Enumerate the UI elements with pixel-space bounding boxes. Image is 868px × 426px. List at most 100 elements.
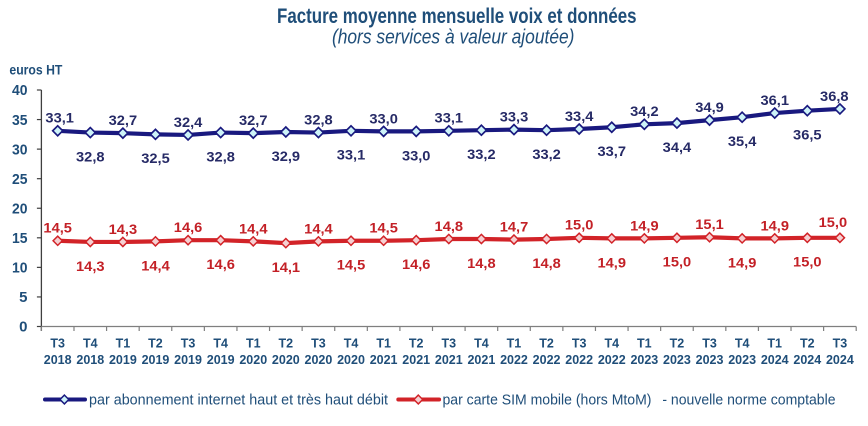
svg-text:(hors services à valeur ajouté: (hors services à valeur ajoutée) — [332, 27, 575, 49]
svg-text:T3: T3 — [181, 337, 196, 351]
svg-text:34,9: 34,9 — [695, 99, 724, 115]
svg-text:T2: T2 — [148, 337, 163, 351]
svg-text:32,8: 32,8 — [76, 148, 105, 164]
svg-text:15,1: 15,1 — [695, 216, 724, 232]
svg-text:32,5: 32,5 — [141, 150, 170, 166]
svg-text:15,0: 15,0 — [663, 254, 692, 270]
svg-text:2024: 2024 — [826, 353, 854, 367]
svg-text:2023: 2023 — [663, 353, 691, 367]
svg-text:T4: T4 — [344, 337, 359, 351]
svg-text:T1: T1 — [507, 337, 522, 351]
svg-text:T1: T1 — [376, 337, 391, 351]
svg-text:15,0: 15,0 — [819, 214, 848, 230]
svg-text:T4: T4 — [474, 337, 489, 351]
svg-text:T2: T2 — [670, 337, 685, 351]
svg-text:T1: T1 — [246, 337, 261, 351]
svg-text:33,3: 33,3 — [500, 109, 529, 125]
svg-text:2022: 2022 — [500, 353, 528, 367]
svg-text:30: 30 — [12, 141, 28, 158]
svg-text:T2: T2 — [279, 337, 294, 351]
svg-text:2021: 2021 — [435, 353, 463, 367]
svg-text:14,9: 14,9 — [728, 254, 757, 270]
svg-text:2018: 2018 — [44, 353, 72, 367]
svg-text:33,1: 33,1 — [337, 147, 366, 163]
svg-text:2024: 2024 — [793, 353, 821, 367]
svg-text:T3: T3 — [442, 337, 457, 351]
svg-text:14,1: 14,1 — [272, 259, 301, 275]
svg-text:T4: T4 — [83, 337, 98, 351]
svg-text:T1: T1 — [116, 337, 131, 351]
svg-text:2020: 2020 — [305, 353, 333, 367]
svg-text:T4: T4 — [735, 337, 750, 351]
svg-text:35: 35 — [12, 112, 28, 129]
svg-text:33,4: 33,4 — [565, 108, 594, 124]
svg-text:2023: 2023 — [696, 353, 724, 367]
svg-text:14,3: 14,3 — [76, 258, 105, 274]
svg-text:14,5: 14,5 — [337, 257, 366, 273]
svg-text:T3: T3 — [572, 337, 587, 351]
svg-text:2021: 2021 — [402, 353, 430, 367]
svg-text:15,0: 15,0 — [793, 254, 822, 270]
svg-text:2023: 2023 — [630, 353, 658, 367]
svg-text:14,6: 14,6 — [206, 256, 235, 272]
svg-text:36,5: 36,5 — [793, 127, 822, 143]
svg-text:2022: 2022 — [598, 353, 626, 367]
svg-text:33,1: 33,1 — [435, 110, 464, 126]
svg-text:14,5: 14,5 — [369, 220, 398, 236]
svg-text:14,9: 14,9 — [760, 217, 789, 233]
svg-text:33,0: 33,0 — [369, 110, 398, 126]
svg-text:14,9: 14,9 — [598, 254, 627, 270]
svg-text:par carte SIM mobile (hors Mto: par carte SIM mobile (hors MtoM) - nouve… — [443, 391, 836, 408]
svg-text:0: 0 — [19, 319, 27, 336]
svg-text:14,3: 14,3 — [109, 221, 138, 237]
svg-text:Facture moyenne mensuelle voix: Facture moyenne mensuelle voix et donnée… — [277, 4, 637, 28]
svg-text:14,8: 14,8 — [435, 218, 464, 234]
svg-text:14,5: 14,5 — [43, 220, 72, 236]
svg-text:5: 5 — [19, 289, 27, 306]
svg-text:36,1: 36,1 — [760, 92, 789, 108]
svg-text:par abonnement internet haut e: par abonnement internet haut et très hau… — [89, 391, 389, 408]
svg-text:2022: 2022 — [565, 353, 593, 367]
svg-text:T3: T3 — [702, 337, 717, 351]
svg-text:32,8: 32,8 — [206, 148, 235, 164]
svg-text:33,2: 33,2 — [467, 146, 496, 162]
svg-text:T2: T2 — [409, 337, 424, 351]
svg-text:34,2: 34,2 — [630, 103, 659, 119]
svg-text:14,4: 14,4 — [304, 220, 333, 236]
svg-text:T2: T2 — [800, 337, 815, 351]
svg-text:14,6: 14,6 — [174, 219, 203, 235]
svg-text:T3: T3 — [311, 337, 326, 351]
svg-text:2019: 2019 — [207, 353, 235, 367]
svg-text:T3: T3 — [833, 337, 848, 351]
svg-text:T3: T3 — [50, 337, 65, 351]
svg-text:10: 10 — [12, 260, 28, 277]
svg-text:euros HT: euros HT — [9, 62, 62, 78]
svg-text:2023: 2023 — [728, 353, 756, 367]
svg-text:2024: 2024 — [761, 353, 789, 367]
svg-text:35,4: 35,4 — [728, 133, 757, 149]
svg-text:32,4: 32,4 — [174, 114, 203, 130]
svg-text:2020: 2020 — [272, 353, 300, 367]
svg-text:14,4: 14,4 — [239, 220, 268, 236]
svg-text:32,8: 32,8 — [304, 111, 333, 127]
svg-text:T1: T1 — [637, 337, 652, 351]
svg-text:2021: 2021 — [370, 353, 398, 367]
svg-text:33,1: 33,1 — [45, 110, 74, 126]
svg-text:15: 15 — [12, 230, 28, 247]
svg-text:40: 40 — [12, 82, 28, 99]
svg-text:2019: 2019 — [109, 353, 137, 367]
svg-text:15,0: 15,0 — [565, 217, 594, 233]
svg-text:2021: 2021 — [467, 353, 495, 367]
svg-text:32,7: 32,7 — [239, 112, 268, 128]
svg-text:14,8: 14,8 — [532, 255, 561, 271]
svg-text:33,2: 33,2 — [532, 146, 561, 162]
svg-text:2019: 2019 — [174, 353, 202, 367]
svg-text:T4: T4 — [604, 337, 619, 351]
svg-text:T4: T4 — [213, 337, 228, 351]
svg-text:25: 25 — [12, 171, 28, 188]
svg-text:2020: 2020 — [337, 353, 365, 367]
svg-text:14,9: 14,9 — [630, 217, 659, 233]
svg-text:2018: 2018 — [76, 353, 104, 367]
svg-text:34,4: 34,4 — [663, 139, 692, 155]
svg-text:32,7: 32,7 — [109, 112, 138, 128]
